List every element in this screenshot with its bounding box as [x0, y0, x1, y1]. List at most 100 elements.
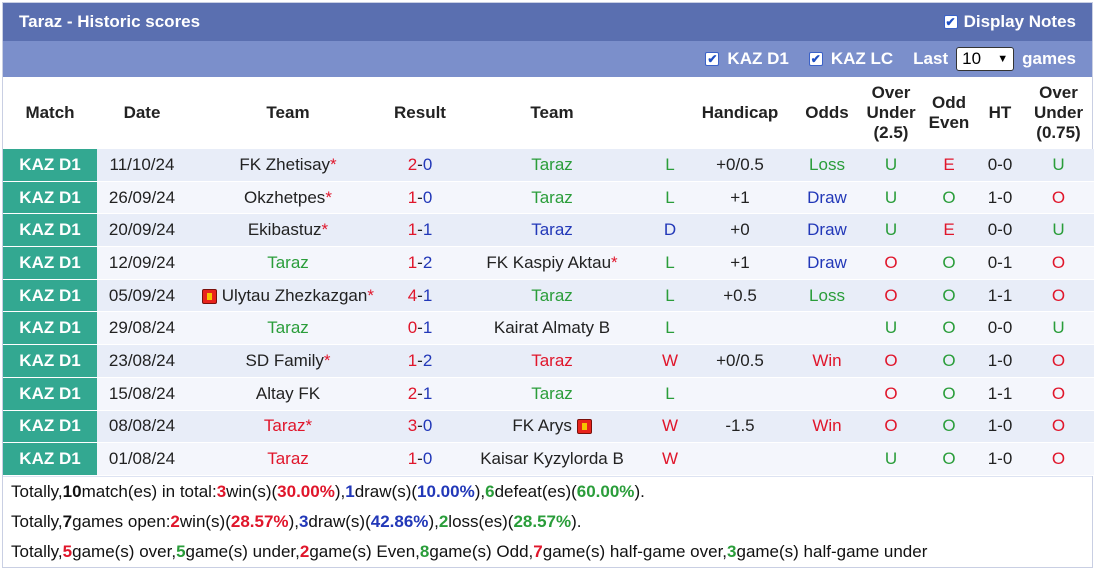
team-away-name[interactable]: Taraz — [531, 350, 573, 370]
score-home: 4 — [407, 285, 418, 305]
table-row[interactable]: KAZ D1 15/08/24 Altay FK 2-1 Taraz L O O 1-1 O — [3, 377, 1094, 411]
score-separator: - — [417, 285, 423, 305]
table-row[interactable]: KAZ D1 01/08/24 Taraz 1-0 Kaisar Kyzylorda B… — [3, 442, 1094, 476]
ht-cell: 0-0 — [977, 311, 1023, 346]
table-row[interactable]: KAZ D1 11/10/24 FK Zhetisay* 2-0 Taraz L +0/0.… — [3, 149, 1094, 182]
table-row[interactable]: KAZ D1 12/09/24 Taraz 1-2 FK Kaspiy Aktau* L +… — [3, 246, 1094, 280]
score-home: 2 — [407, 154, 418, 174]
team-home-name[interactable]: Ulytau Zhezkazgan — [221, 285, 368, 305]
team-home-name[interactable]: Taraz — [267, 318, 309, 338]
filter-kaz-d1[interactable]: ✔ KAZ D1 — [705, 49, 789, 69]
league-cell[interactable]: KAZ D1 — [3, 311, 97, 346]
summary-segment: draw(s)( — [308, 511, 371, 531]
date-cell: 15/08/24 — [97, 377, 187, 411]
league-cell[interactable]: KAZ D1 — [3, 410, 97, 444]
league-cell[interactable]: KAZ D1 — [3, 213, 97, 248]
kaz-lc-label: KAZ LC — [830, 49, 894, 68]
score-away: 1 — [422, 318, 433, 338]
away-team-cell: FK Arys — [451, 410, 653, 444]
games-count-select[interactable]: 10 ▼ — [956, 47, 1015, 71]
team-home-name[interactable]: Taraz — [267, 252, 309, 272]
league-cell[interactable]: KAZ D1 — [3, 149, 97, 182]
result-cell[interactable]: 1-1 — [389, 213, 451, 248]
summary-segment: game(s) half-game under — [736, 541, 928, 561]
team-away-name[interactable]: Taraz — [531, 154, 573, 174]
table-row[interactable]: KAZ D1 26/09/24 Okzhetpes* 1-0 Taraz L +1 Draw U… — [3, 181, 1094, 215]
team-home-name[interactable]: Ekibastuz — [247, 220, 322, 240]
team-home-name[interactable]: SD Family — [245, 350, 324, 370]
league-cell[interactable]: KAZ D1 — [3, 442, 97, 476]
score-separator: - — [417, 187, 423, 207]
header-ou2-line1: Over — [1039, 83, 1078, 102]
result-cell[interactable]: 1-2 — [389, 246, 451, 280]
panel-title: Taraz - Historic scores — [19, 12, 201, 31]
table-row[interactable]: KAZ D1 23/08/24 SD Family* 1-2 Taraz W +0/0.5 W… — [3, 344, 1094, 378]
team-home-name[interactable]: Okzhetpes — [244, 187, 326, 207]
home-team-cell: Taraz — [187, 311, 389, 346]
kaz-d1-checkbox[interactable]: ✔ — [705, 52, 720, 66]
league-cell[interactable]: KAZ D1 — [3, 377, 97, 411]
score-separator: - — [417, 449, 423, 469]
league-cell[interactable]: KAZ D1 — [3, 181, 97, 215]
result-cell[interactable]: 1-0 — [389, 442, 451, 476]
display-notes-toggle[interactable]: ✔ Display Notes — [943, 12, 1076, 32]
team-home-star: * — [325, 187, 332, 207]
team-away-star: * — [611, 252, 618, 272]
summary-segment: 30.00% — [277, 481, 335, 501]
league-cell[interactable]: KAZ D1 — [3, 344, 97, 378]
wdl-cell: D — [653, 213, 687, 248]
summary-games-open: Totally, 7 games open: 2 win(s)(28.57%),… — [3, 507, 1092, 537]
summary-matches: Totally, 10 match(es) in total: 3 win(s)… — [3, 477, 1092, 507]
team-away-name[interactable]: FK Kaspiy Aktau — [486, 252, 612, 272]
scores-table: Match Date Team Result Team Handicap Odd… — [3, 77, 1094, 476]
result-cell[interactable]: 1-0 — [389, 181, 451, 215]
wdl-cell: L — [653, 311, 687, 346]
team-home-name[interactable]: Taraz — [267, 449, 309, 469]
odd-even-cell: O — [921, 377, 977, 411]
summary-segment: 2 — [170, 511, 180, 531]
display-notes-checkbox[interactable]: ✔ — [943, 15, 958, 29]
team-home-name[interactable]: FK Zhetisay — [239, 154, 331, 174]
ht-cell: 0-0 — [977, 149, 1023, 182]
chevron-down-icon: ▼ — [997, 53, 1009, 65]
score-separator: - — [417, 416, 423, 436]
score-separator: - — [417, 383, 423, 403]
summary-segment: Totally, — [11, 541, 63, 561]
team-away-name[interactable]: Kaisar Kyzylorda B — [480, 449, 624, 469]
kaz-lc-checkbox[interactable]: ✔ — [808, 52, 823, 66]
over-under-cell: U — [861, 149, 921, 182]
display-notes-label: Display Notes — [963, 12, 1076, 31]
team-away-name[interactable]: Taraz — [531, 220, 573, 240]
team-home-name[interactable]: Altay FK — [255, 383, 321, 403]
team-away-name[interactable]: Kairat Almaty B — [493, 318, 611, 338]
team-away-name[interactable]: Taraz — [531, 285, 573, 305]
result-cell[interactable]: 2-0 — [389, 149, 451, 182]
team-away-name[interactable]: Taraz — [531, 187, 573, 207]
result-cell[interactable]: 3-0 — [389, 410, 451, 444]
result-cell[interactable]: 1-2 — [389, 344, 451, 378]
league-cell[interactable]: KAZ D1 — [3, 246, 97, 280]
league-cell[interactable]: KAZ D1 — [3, 279, 97, 313]
result-cell[interactable]: 4-1 — [389, 279, 451, 313]
odds-cell — [793, 377, 861, 411]
team-away-name[interactable]: FK Arys — [512, 416, 572, 436]
odds-cell: Loss — [793, 279, 861, 313]
home-team-cell: Taraz — [187, 442, 389, 476]
score-home: 2 — [407, 383, 418, 403]
odd-even-cell: O — [921, 410, 977, 444]
team-away-name[interactable]: Taraz — [531, 383, 573, 403]
handicap-cell: +0/0.5 — [687, 149, 793, 182]
header-ht: HT — [988, 103, 1012, 122]
red-card-icon — [202, 288, 218, 304]
result-cell[interactable]: 0-1 — [389, 311, 451, 346]
score-away: 1 — [422, 220, 433, 240]
team-home-name[interactable]: Taraz — [263, 416, 306, 436]
table-row[interactable]: KAZ D1 20/09/24 Ekibastuz* 1-1 Taraz D +0 Draw U… — [3, 213, 1094, 248]
filter-kaz-lc[interactable]: ✔ KAZ LC — [808, 49, 894, 69]
table-row[interactable]: KAZ D1 05/09/24 Ulytau Zhezkazgan* 4-1 Tara… — [3, 279, 1094, 313]
home-team-cell: Taraz — [187, 246, 389, 280]
over-under-cell: O — [861, 410, 921, 444]
table-row[interactable]: KAZ D1 08/08/24 Taraz* 3-0 FK Arys W -1.5 Win O… — [3, 410, 1094, 444]
result-cell[interactable]: 2-1 — [389, 377, 451, 411]
